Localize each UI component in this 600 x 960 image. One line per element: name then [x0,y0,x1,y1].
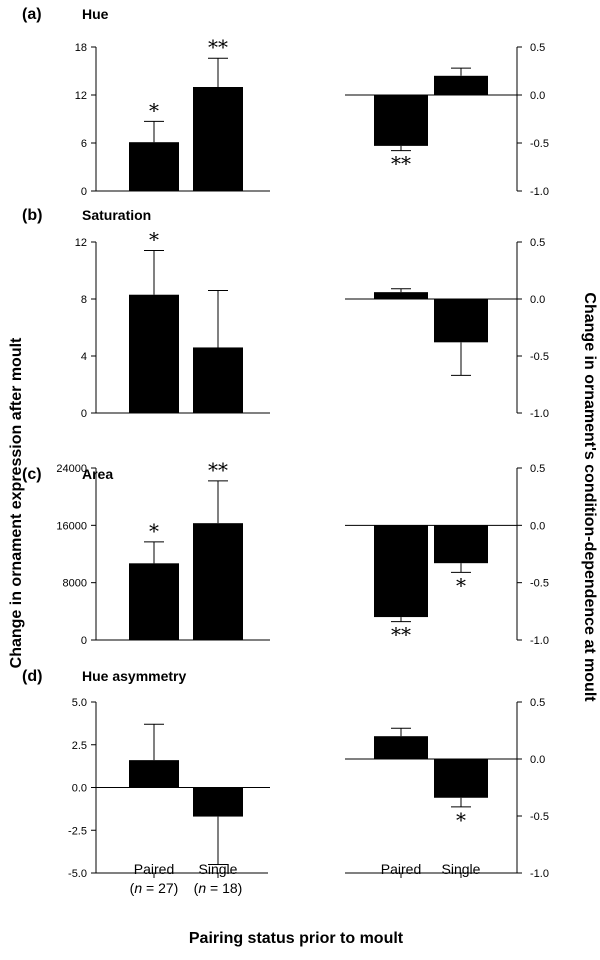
y-tick-label: 12 [75,237,87,249]
panel-letter-d: (d) [22,668,42,685]
y-tick-label: 0.0 [530,520,545,532]
y-tick-label: -1.0 [530,635,549,647]
panel-title-c: Area [82,466,113,482]
y-left-axis-title: Change in ornament expression after moul… [8,337,25,668]
bar-single [434,299,488,343]
bar-single [193,523,243,640]
y-tick-label: 0.0 [72,783,87,795]
panel-b-left: (b) Saturation 0 4 8 12 * [22,207,270,420]
y-tick-label: 8000 [63,578,87,590]
panel-letter-b: (b) [22,207,42,224]
significance-mark: * [456,573,466,597]
group-n-single-value: = 18) [206,880,242,896]
significance-mark: * [456,808,466,832]
y-tick-label: -2.5 [68,825,87,837]
x-axis-title: Pairing status prior to moult [189,930,404,947]
group-n-single-symbol: n [198,880,206,896]
y-tick-label: 0 [81,186,87,198]
y-tick-label: 5.0 [72,697,87,709]
group-label-paired-left: Paired [134,861,174,877]
y-tick-label: -0.5 [530,578,549,590]
y-tick-label: 6 [81,138,87,150]
bar-paired [374,525,428,618]
y-tick-label: 0 [81,408,87,420]
y-right-axis-title: Change in ornament's condition-dependenc… [581,292,598,702]
group-n-single-open: ( [194,880,199,896]
bar-paired [129,142,179,191]
y-tick-label: 24000 [56,463,87,475]
group-n-paired-symbol: n [134,880,142,896]
y-tick-label: 12 [75,90,87,102]
significance-mark: * [149,519,159,543]
panel-letter-a: (a) [22,6,42,23]
bar-paired [374,95,428,146]
significance-mark: ** [208,35,228,59]
significance-mark: ** [391,152,411,176]
bar-single [193,787,243,817]
significance-mark: ** [208,458,228,482]
panel-title-a: Hue [82,6,109,22]
panel-d-right: 0.5 0.0 -0.5 -1.0 * [345,697,549,880]
y-tick-label: 0.0 [530,294,545,306]
bar-paired [129,563,179,640]
y-tick-label: -1.0 [530,186,549,198]
bar-single [193,87,243,191]
bar-paired [129,294,179,413]
y-tick-label: -1.0 [530,868,549,880]
y-tick-label: 0.5 [530,697,545,709]
panel-b-right: 0.5 0.0 -0.5 -1.0 [345,237,549,420]
bar-single [434,759,488,798]
panel-c-right: 0.50.0-0.5-1.0*** [345,463,549,647]
group-label-single-right: Single [442,861,481,877]
significance-mark: * [149,228,159,252]
group-n-paired-value: = 27) [142,880,178,896]
y-tick-label: 0.5 [530,237,545,249]
significance-mark: * [149,98,159,122]
group-n-single: (n = 18) [194,880,243,896]
y-tick-label: 8 [81,294,87,306]
y-tick-label: 0.0 [530,754,545,766]
y-tick-label: 4 [81,351,87,363]
bar-paired [129,760,179,788]
group-n-paired-open: ( [130,880,135,896]
panel-d-left: (d) Hue asymmetry 5.0 2.5 0.0 -2.5 -5.0 [22,668,270,880]
group-n-paired: (n = 27) [130,880,179,896]
bar-paired [374,292,428,299]
significance-mark: ** [391,623,411,647]
y-tick-label: -0.5 [530,138,549,150]
group-label-single-left: Single [199,861,238,877]
y-tick-label: -0.5 [530,811,549,823]
panel-title-b: Saturation [82,207,151,223]
bar-paired [374,736,428,759]
y-tick-label: 0.5 [530,42,545,54]
panel-a-right: 0.5 0.0 -0.5 -1.0 ** [345,42,549,198]
group-label-paired-right: Paired [381,861,421,877]
y-tick-label: 0.5 [530,463,545,475]
y-tick-label: -0.5 [530,351,549,363]
y-tick-label: -1.0 [530,408,549,420]
y-tick-label: 0.0 [530,90,545,102]
panel-title-d: Hue asymmetry [82,668,186,684]
panel-letter-c: (c) [22,466,42,483]
y-tick-label: 2.5 [72,740,87,752]
y-tick-label: 18 [75,42,87,54]
y-tick-label: 16000 [56,520,87,532]
y-tick-label: -5.0 [68,868,87,880]
bar-single [434,525,488,564]
bar-single [434,75,488,95]
bar-single [193,347,243,413]
y-tick-label: 0 [81,635,87,647]
